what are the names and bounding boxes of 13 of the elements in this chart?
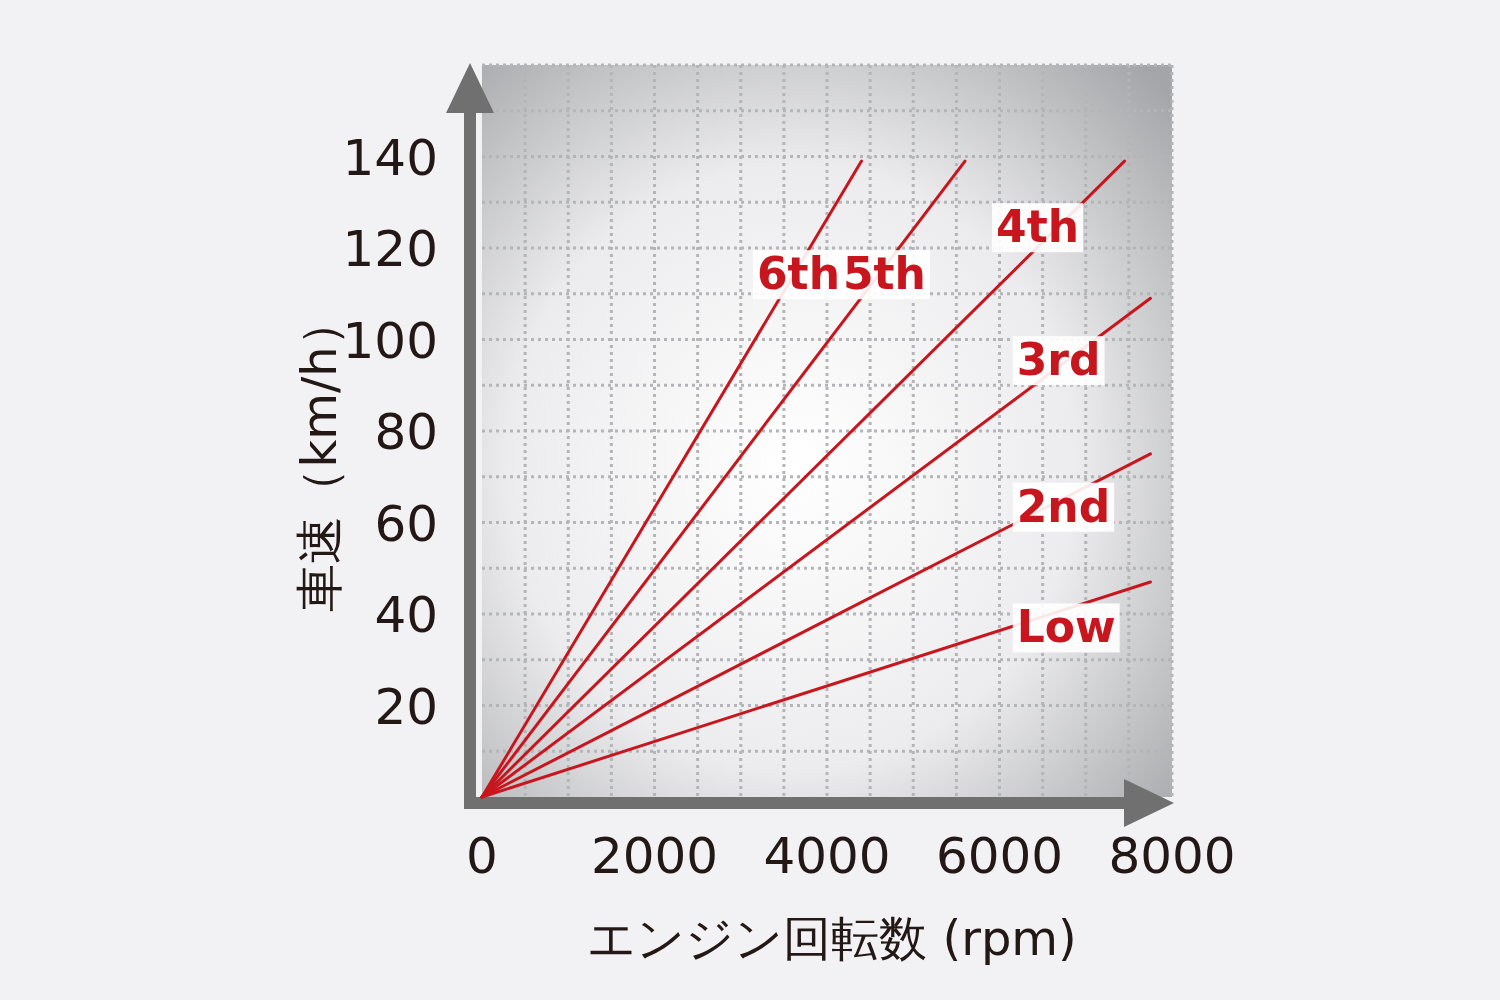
- y-tick-label: 60: [374, 494, 438, 553]
- x-axis-title: エンジン回転数 (rpm): [587, 910, 1077, 966]
- x-tick-label: 4000: [763, 827, 891, 885]
- y-tick-label: 40: [374, 586, 438, 644]
- x-tick-label: 2000: [590, 827, 719, 885]
- y-axis-title: 車速（km/h）: [291, 298, 347, 612]
- y-tick-label: 120: [342, 220, 438, 278]
- y-tick-label: 80: [374, 403, 438, 461]
- y-tick-label: 20: [374, 677, 438, 736]
- x-tick-label: 8000: [1108, 827, 1236, 885]
- x-tick-label: 0: [466, 827, 498, 885]
- x-tick-label: 6000: [935, 827, 1064, 885]
- y-tick-label: 140: [342, 128, 438, 187]
